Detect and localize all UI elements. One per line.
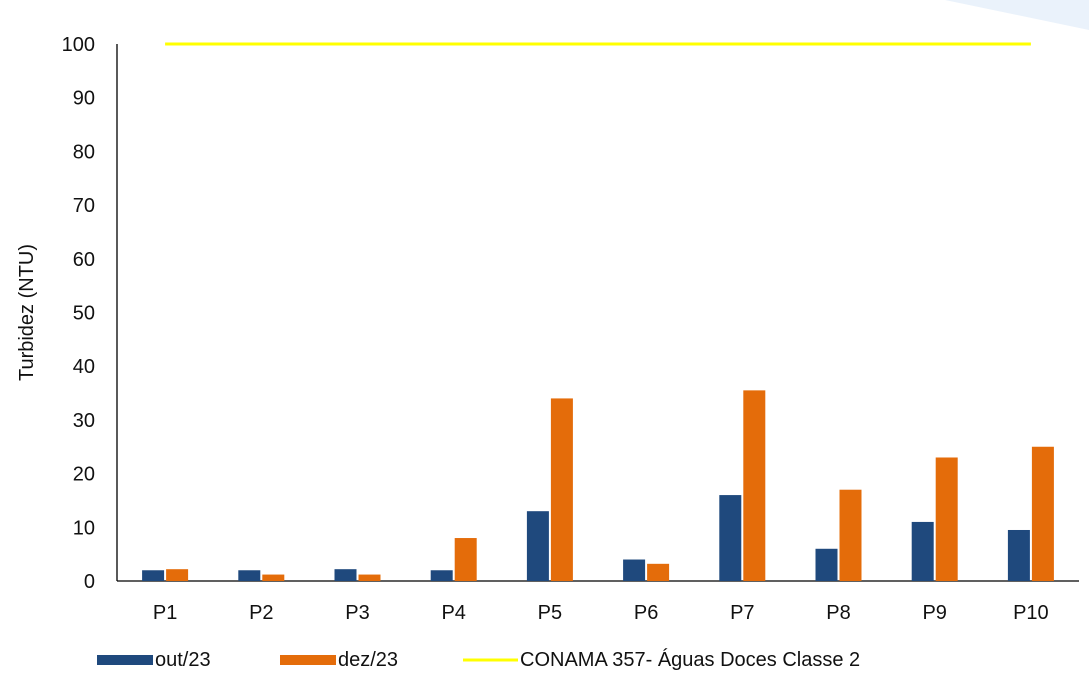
bar-dez-23-P1 bbox=[166, 569, 189, 581]
bar-dez-23-P5 bbox=[550, 398, 573, 581]
y-tick-label: 30 bbox=[73, 410, 95, 432]
bar-out-23-P2 bbox=[238, 570, 261, 581]
legend: out/23 dez/23 CONAMA 357- Águas Doces Clas… bbox=[97, 648, 860, 671]
bar-dez-23-P3 bbox=[358, 574, 381, 581]
x-tick-label: P2 bbox=[249, 602, 273, 624]
y-axis-title: Turbidez (NTU) bbox=[16, 244, 38, 381]
y-tick-label: 100 bbox=[62, 34, 95, 56]
bar-out-23-P9 bbox=[911, 521, 934, 581]
y-tick-label: 40 bbox=[73, 356, 95, 378]
x-tick-label: P6 bbox=[634, 602, 658, 624]
y-tick-label: 50 bbox=[73, 303, 95, 325]
y-tick-label: 90 bbox=[73, 88, 95, 110]
x-tick-label: P5 bbox=[538, 602, 562, 624]
bar-out-23-P3 bbox=[334, 569, 357, 581]
x-tick-label: P3 bbox=[345, 602, 369, 624]
x-tick-label: P7 bbox=[730, 602, 754, 624]
bar-dez-23-P7 bbox=[743, 390, 766, 581]
y-tick-label: 70 bbox=[73, 195, 95, 217]
legend-label-dez-23: dez/23 bbox=[338, 649, 398, 671]
legend-label-conama: CONAMA 357- Águas Doces Classe 2 bbox=[520, 648, 860, 671]
bar-dez-23-P8 bbox=[839, 489, 862, 581]
legend-swatch-out-23 bbox=[97, 655, 153, 665]
bar-out-23-P1 bbox=[142, 570, 165, 581]
x-tick-label: P1 bbox=[153, 602, 177, 624]
y-tick-label: 60 bbox=[73, 249, 95, 271]
bar-dez-23-P10 bbox=[1031, 446, 1054, 581]
bar-dez-23-P6 bbox=[647, 563, 670, 581]
bar-out-23-P4 bbox=[430, 570, 453, 581]
plot-area: 0 10 20 30 40 50 60 70 80 90 100 Turbidez (NTU) P1 P2… bbox=[16, 34, 1079, 624]
x-tick-label: P9 bbox=[922, 602, 946, 624]
corner-decoration bbox=[945, 0, 1089, 30]
bar-out-23-P7 bbox=[719, 495, 742, 581]
legend-swatch-dez-23 bbox=[280, 655, 336, 665]
bar-dez-23-P4 bbox=[454, 538, 477, 581]
bar-out-23-P6 bbox=[623, 559, 646, 581]
x-tick-label: P8 bbox=[826, 602, 850, 624]
x-tick-label: P10 bbox=[1013, 602, 1049, 624]
bar-dez-23-P2 bbox=[262, 574, 285, 581]
y-tick-label: 20 bbox=[73, 464, 95, 486]
bar-out-23-P10 bbox=[1007, 529, 1030, 581]
y-tick-label: 80 bbox=[73, 141, 95, 163]
bar-out-23-P8 bbox=[815, 548, 838, 581]
legend-label-out-23: out/23 bbox=[155, 649, 211, 671]
y-tick-label: 0 bbox=[84, 571, 95, 593]
y-tick-label: 10 bbox=[73, 517, 95, 539]
x-tick-label: P4 bbox=[441, 602, 465, 624]
bar-out-23-P5 bbox=[526, 511, 549, 581]
bar-dez-23-P9 bbox=[935, 457, 958, 581]
